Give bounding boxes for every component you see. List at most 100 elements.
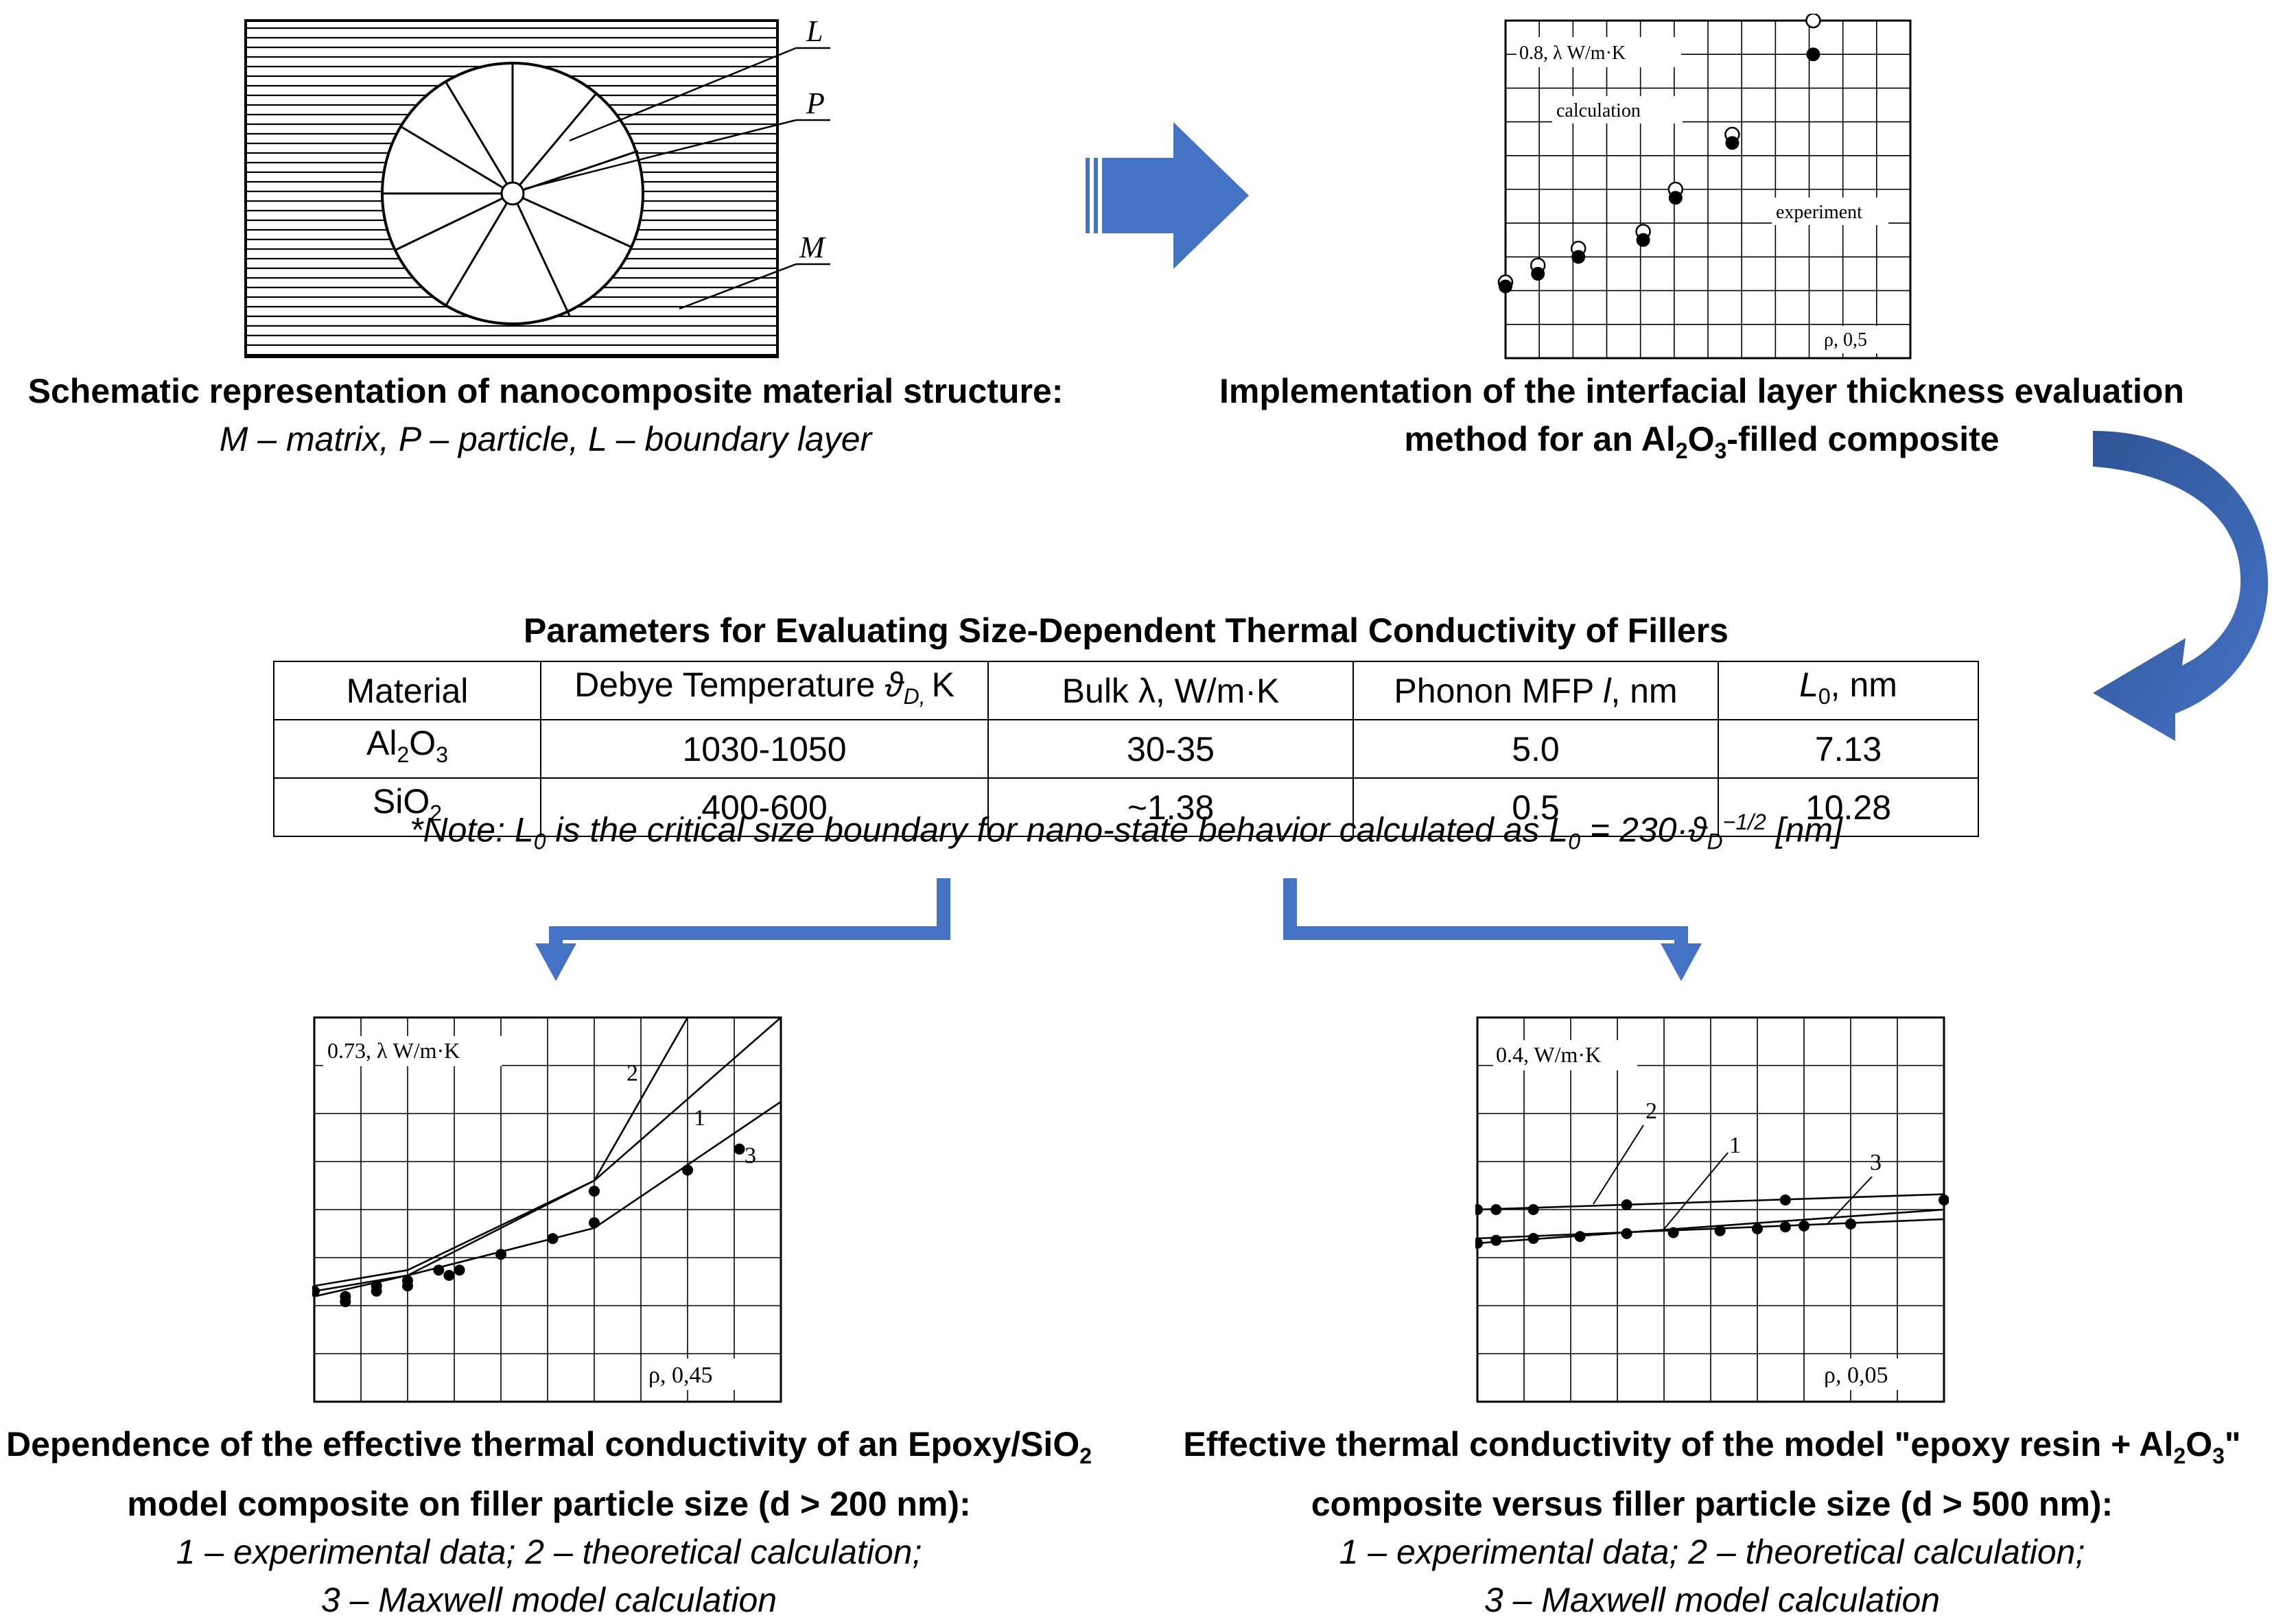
data-point [1527, 1204, 1539, 1215]
data-point [454, 1264, 465, 1276]
right-chart-caption-line3: 1 – experimental data; 2 – theoretical c… [1339, 1533, 2085, 1571]
right-chart-curve-label-3: 3 [1870, 1150, 1882, 1175]
data-point [734, 1143, 745, 1155]
header-l0: L0, nm [1718, 661, 1979, 720]
left-chart-caption-line3: 1 – experimental data; 2 – theoretical c… [176, 1533, 922, 1571]
schematic-caption: Schematic representation of nanocomposit… [0, 367, 1091, 463]
data-point [1845, 1219, 1856, 1229]
right-chart-caption-line1: Effective thermal conductivity of the mo… [1183, 1425, 2241, 1468]
data-point [1621, 1228, 1632, 1239]
cell-bulk: 30-35 [987, 719, 1354, 779]
left-chart-grid [314, 1017, 781, 1402]
data-point [589, 1186, 600, 1197]
cell-debye: 1030-1050 [540, 719, 989, 779]
right-chart-curve-label-1: 1 [1729, 1133, 1741, 1158]
data-point-experiment [1531, 267, 1545, 281]
left-chart-curve-label-3: 3 [745, 1143, 756, 1168]
right-chart-xlabel: ρ, 0,05 [1824, 1363, 1888, 1388]
cell-debye: 400-600 [540, 777, 989, 837]
right-arrow-icon [1086, 122, 1249, 269]
label-M: M [799, 231, 826, 264]
data-point [312, 1285, 320, 1297]
header-debye: Debye Temperature ϑD, K [540, 661, 989, 720]
right-chart-caption-line2: composite versus filler particle size (d… [1311, 1485, 2113, 1523]
left-chart-caption-line1: Dependence of the effective thermal cond… [5, 1425, 1092, 1468]
left-chart-ylabel: 0.73, λ W/m·K [327, 1038, 460, 1063]
data-point [589, 1217, 600, 1229]
left-chart-caption: Dependence of the effective thermal cond… [0, 1420, 1098, 1624]
top-chart: 0.8, λ W/m·K calculation experiment ρ, 0… [1497, 14, 1912, 360]
data-point [1939, 1195, 1949, 1205]
top-chart-label-calculation: calculation [1556, 100, 1641, 121]
data-point [1490, 1234, 1502, 1246]
right-chart-caption: Effective thermal conductivity of the mo… [1167, 1420, 2258, 1624]
data-point [371, 1280, 382, 1292]
parameters-table: Material Debye Temperature ϑD, K Bulk λ,… [273, 661, 1979, 837]
right-chart-points [1475, 1195, 1949, 1249]
left-chart-xlabel: ρ, 0,45 [648, 1363, 712, 1388]
data-point-experiment [1725, 136, 1740, 150]
label-L: L [806, 14, 823, 48]
top-chart-points [1497, 14, 1821, 294]
data-point [340, 1291, 351, 1302]
data-point [682, 1164, 693, 1176]
table-note: *Note: L0 is the critical size boundary … [410, 810, 1842, 854]
right-chart-ylabel: 0.4, W/m·K [1496, 1042, 1601, 1067]
cell-mfp: 5.0 [1352, 719, 1719, 779]
table-row: Al2O3 1030-1050 30-35 5.0 7.13 [273, 719, 1979, 779]
right-chart: 0.4, W/m·K 2 1 3 ρ, 0,05 [1475, 1016, 1949, 1403]
left-chart-curve-label-2: 2 [626, 1061, 638, 1086]
data-point [1667, 1227, 1679, 1238]
data-point-experiment [1571, 250, 1586, 264]
cell-l0: 7.13 [1718, 719, 1979, 779]
top-chart-grid [1506, 21, 1910, 358]
data-point [1574, 1231, 1586, 1243]
header-mfp: Phonon MFP l, nm [1352, 661, 1719, 720]
right-chart-grid [1477, 1017, 1944, 1402]
schematic-caption-title: Schematic representation of nanocomposit… [27, 372, 1064, 410]
nanocomposite-schematic: L P M [244, 14, 830, 358]
curve-2 [1477, 1193, 1945, 1211]
top-chart-caption-line1: Implementation of the interfacial layer … [1219, 372, 2184, 410]
curve-3 [1477, 1218, 1945, 1240]
data-point [443, 1269, 455, 1281]
data-point [1779, 1221, 1791, 1233]
cell-material: Al2O3 [273, 719, 541, 779]
data-point [1475, 1238, 1483, 1249]
data-point-experiment [1806, 47, 1820, 62]
curved-arrow-icon [2093, 431, 2269, 741]
data-point [1714, 1225, 1726, 1236]
elbow-arrow-left-icon [535, 878, 950, 981]
right-chart-curve-label-2: 2 [1646, 1098, 1657, 1124]
data-point [433, 1264, 445, 1276]
data-point [1527, 1233, 1539, 1244]
data-point-experiment [1636, 233, 1650, 247]
curve-1 [1477, 1208, 1945, 1245]
data-point [1490, 1204, 1502, 1215]
data-point [1779, 1195, 1791, 1205]
header-material: Material [273, 661, 541, 720]
particle-core [500, 181, 525, 206]
table-row: SiO2 400-600 ~1.38 0.5 10.28 [273, 777, 1979, 837]
data-point [1475, 1204, 1483, 1215]
curve-2 [314, 1017, 689, 1293]
data-point [547, 1233, 559, 1245]
right-chart-lines [1477, 1193, 1945, 1245]
schematic-caption-legend: M – matrix, P – particle, L – boundary l… [219, 420, 872, 458]
top-chart-ylabel: 0.8, λ W/m·K [1519, 43, 1626, 64]
cell-material: SiO2 [273, 777, 541, 837]
top-chart-label-experiment: experiment [1776, 202, 1862, 223]
data-point-calculation [1805, 14, 1821, 29]
header-bulk: Bulk λ, W/m·K [987, 661, 1354, 720]
cell-l0: 10.28 [1718, 777, 1979, 837]
data-point [1752, 1223, 1763, 1234]
elbow-arrow-right-icon [1283, 878, 1702, 981]
cell-mfp: 0.5 [1352, 777, 1719, 837]
data-point [402, 1280, 413, 1292]
top-chart-xlabel: ρ, 0,5 [1824, 329, 1867, 351]
data-point [1799, 1220, 1810, 1232]
table-header-row: Material Debye Temperature ϑD, K Bulk λ,… [273, 661, 1979, 720]
right-chart-caption-line4: 3 – Maxwell model calculation [1484, 1581, 1941, 1619]
data-point-experiment [1499, 279, 1512, 294]
data-point [1621, 1199, 1632, 1210]
